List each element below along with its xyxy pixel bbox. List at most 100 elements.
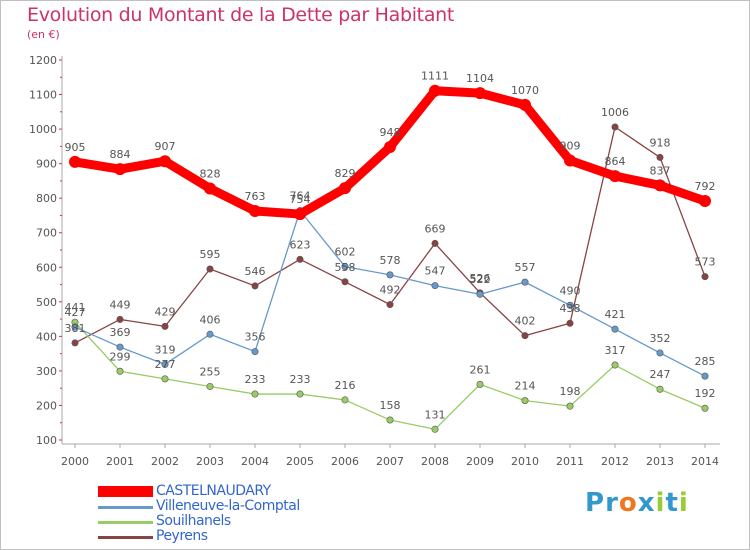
data-label-peyrens: 381 (65, 322, 86, 335)
data-label-peyrens: 402 (515, 315, 536, 328)
y-tick-label: 500 (36, 296, 57, 309)
data-label-souilhanels: 214 (515, 380, 536, 393)
data-label-souilhanels: 277 (155, 358, 176, 371)
data-label-peyrens: 558 (335, 261, 356, 274)
data-label-souilhanels: 317 (605, 344, 626, 357)
data-label-peyrens: 438 (560, 302, 581, 315)
data-point-souilhanels (656, 385, 664, 393)
logo-letter: r (605, 488, 619, 518)
data-point-villeneuve-la-comptal (656, 349, 664, 357)
data-label-peyrens: 595 (200, 248, 221, 261)
data-point-peyrens (386, 301, 394, 309)
data-point-villeneuve-la-comptal (161, 360, 169, 368)
data-label-castelnaudary: 907 (155, 140, 176, 153)
x-tick-label: 2011 (556, 455, 584, 468)
logo-letter: i (655, 488, 666, 518)
data-point-villeneuve-la-comptal (476, 290, 484, 298)
y-tick-label: 300 (36, 365, 57, 378)
y-tick-label: 1100 (29, 89, 57, 102)
data-label-villeneuve-la-comptal: 356 (245, 331, 266, 344)
data-point-souilhanels (431, 425, 439, 433)
data-point-peyrens (431, 239, 439, 247)
data-point-villeneuve-la-comptal (431, 282, 439, 290)
data-point-peyrens (521, 332, 529, 340)
data-label-castelnaudary: 864 (605, 155, 626, 168)
data-label-villeneuve-la-comptal: 764 (290, 190, 311, 203)
data-label-villeneuve-la-comptal: 319 (155, 343, 176, 356)
y-tick-label: 200 (36, 399, 57, 412)
data-point-castelnaudary (384, 141, 396, 154)
data-label-castelnaudary: 884 (110, 148, 131, 161)
data-label-castelnaudary: 1111 (421, 70, 449, 83)
x-tick-label: 2008 (421, 455, 449, 468)
x-tick-label: 2013 (646, 455, 674, 468)
legend-swatch-villeneuve-la-comptal (98, 506, 153, 509)
x-tick-label: 2009 (466, 455, 494, 468)
data-point-peyrens (296, 255, 304, 263)
data-point-peyrens (656, 153, 664, 161)
data-label-souilhanels: 233 (245, 373, 266, 386)
data-label-peyrens: 449 (110, 298, 131, 311)
y-tick-label: 1200 (29, 54, 57, 67)
data-label-peyrens: 669 (425, 222, 446, 235)
data-point-castelnaudary (159, 155, 171, 168)
series-line-souilhanels (74, 321, 706, 430)
data-label-souilhanels: 441 (65, 301, 86, 314)
data-point-peyrens (566, 319, 574, 327)
data-point-souilhanels (476, 380, 484, 388)
x-tick-label: 2002 (151, 455, 179, 468)
data-label-souilhanels: 255 (200, 365, 221, 378)
data-label-peyrens: 546 (245, 265, 266, 278)
data-point-castelnaudary (429, 84, 441, 97)
data-point-peyrens (341, 278, 349, 286)
x-tick-label: 2012 (601, 455, 629, 468)
data-label-castelnaudary: 909 (560, 140, 581, 153)
data-label-villeneuve-la-comptal: 285 (695, 355, 716, 368)
data-label-peyrens: 573 (695, 256, 716, 269)
legend-label-castelnaudary: CASTELNAUDARY (156, 483, 271, 499)
y-tick-label: 800 (36, 192, 57, 205)
chart-unit-label: (en €) (27, 28, 60, 41)
data-point-souilhanels (161, 375, 169, 383)
data-point-castelnaudary (654, 179, 666, 192)
data-label-villeneuve-la-comptal: 490 (560, 284, 581, 297)
data-label-peyrens: 492 (380, 284, 401, 297)
data-label-villeneuve-la-comptal: 427 (65, 306, 86, 319)
legend-swatch-castelnaudary (98, 486, 153, 497)
data-point-villeneuve-la-comptal (71, 323, 79, 331)
data-point-souilhanels (251, 390, 259, 398)
x-tick-label: 2007 (376, 455, 404, 468)
legend-label-villeneuve-la-comptal: Villeneuve-la-Comptal (156, 498, 300, 514)
data-point-villeneuve-la-comptal (611, 325, 619, 333)
data-label-souilhanels: 299 (110, 350, 131, 363)
data-point-souilhanels (296, 390, 304, 398)
data-label-souilhanels: 131 (425, 408, 446, 421)
data-point-villeneuve-la-comptal (251, 348, 259, 356)
data-label-souilhanels: 216 (335, 379, 356, 392)
data-point-villeneuve-la-comptal (566, 301, 574, 309)
data-point-souilhanels (206, 382, 214, 390)
data-point-peyrens (116, 315, 124, 323)
data-label-castelnaudary: 754 (290, 193, 311, 206)
data-label-villeneuve-la-comptal: 421 (605, 308, 626, 321)
data-label-castelnaudary: 828 (200, 168, 221, 181)
data-label-souilhanels: 233 (290, 373, 311, 386)
y-tick-label: 900 (36, 158, 57, 171)
data-point-villeneuve-la-comptal (386, 271, 394, 279)
x-tick-label: 2006 (331, 455, 359, 468)
x-tick-label: 2000 (61, 455, 89, 468)
data-point-castelnaudary (294, 208, 306, 221)
data-point-castelnaudary (69, 155, 81, 168)
data-label-castelnaudary: 829 (335, 167, 356, 180)
data-label-villeneuve-la-comptal: 406 (200, 313, 221, 326)
data-point-castelnaudary (339, 182, 351, 195)
data-point-castelnaudary (249, 204, 261, 217)
data-point-souilhanels (386, 416, 394, 424)
data-point-castelnaudary (519, 98, 531, 111)
data-point-castelnaudary (699, 194, 711, 207)
data-label-peyrens: 1006 (601, 106, 629, 119)
data-point-souilhanels (341, 396, 349, 404)
data-point-souilhanels (611, 361, 619, 369)
data-point-villeneuve-la-comptal (701, 372, 709, 380)
